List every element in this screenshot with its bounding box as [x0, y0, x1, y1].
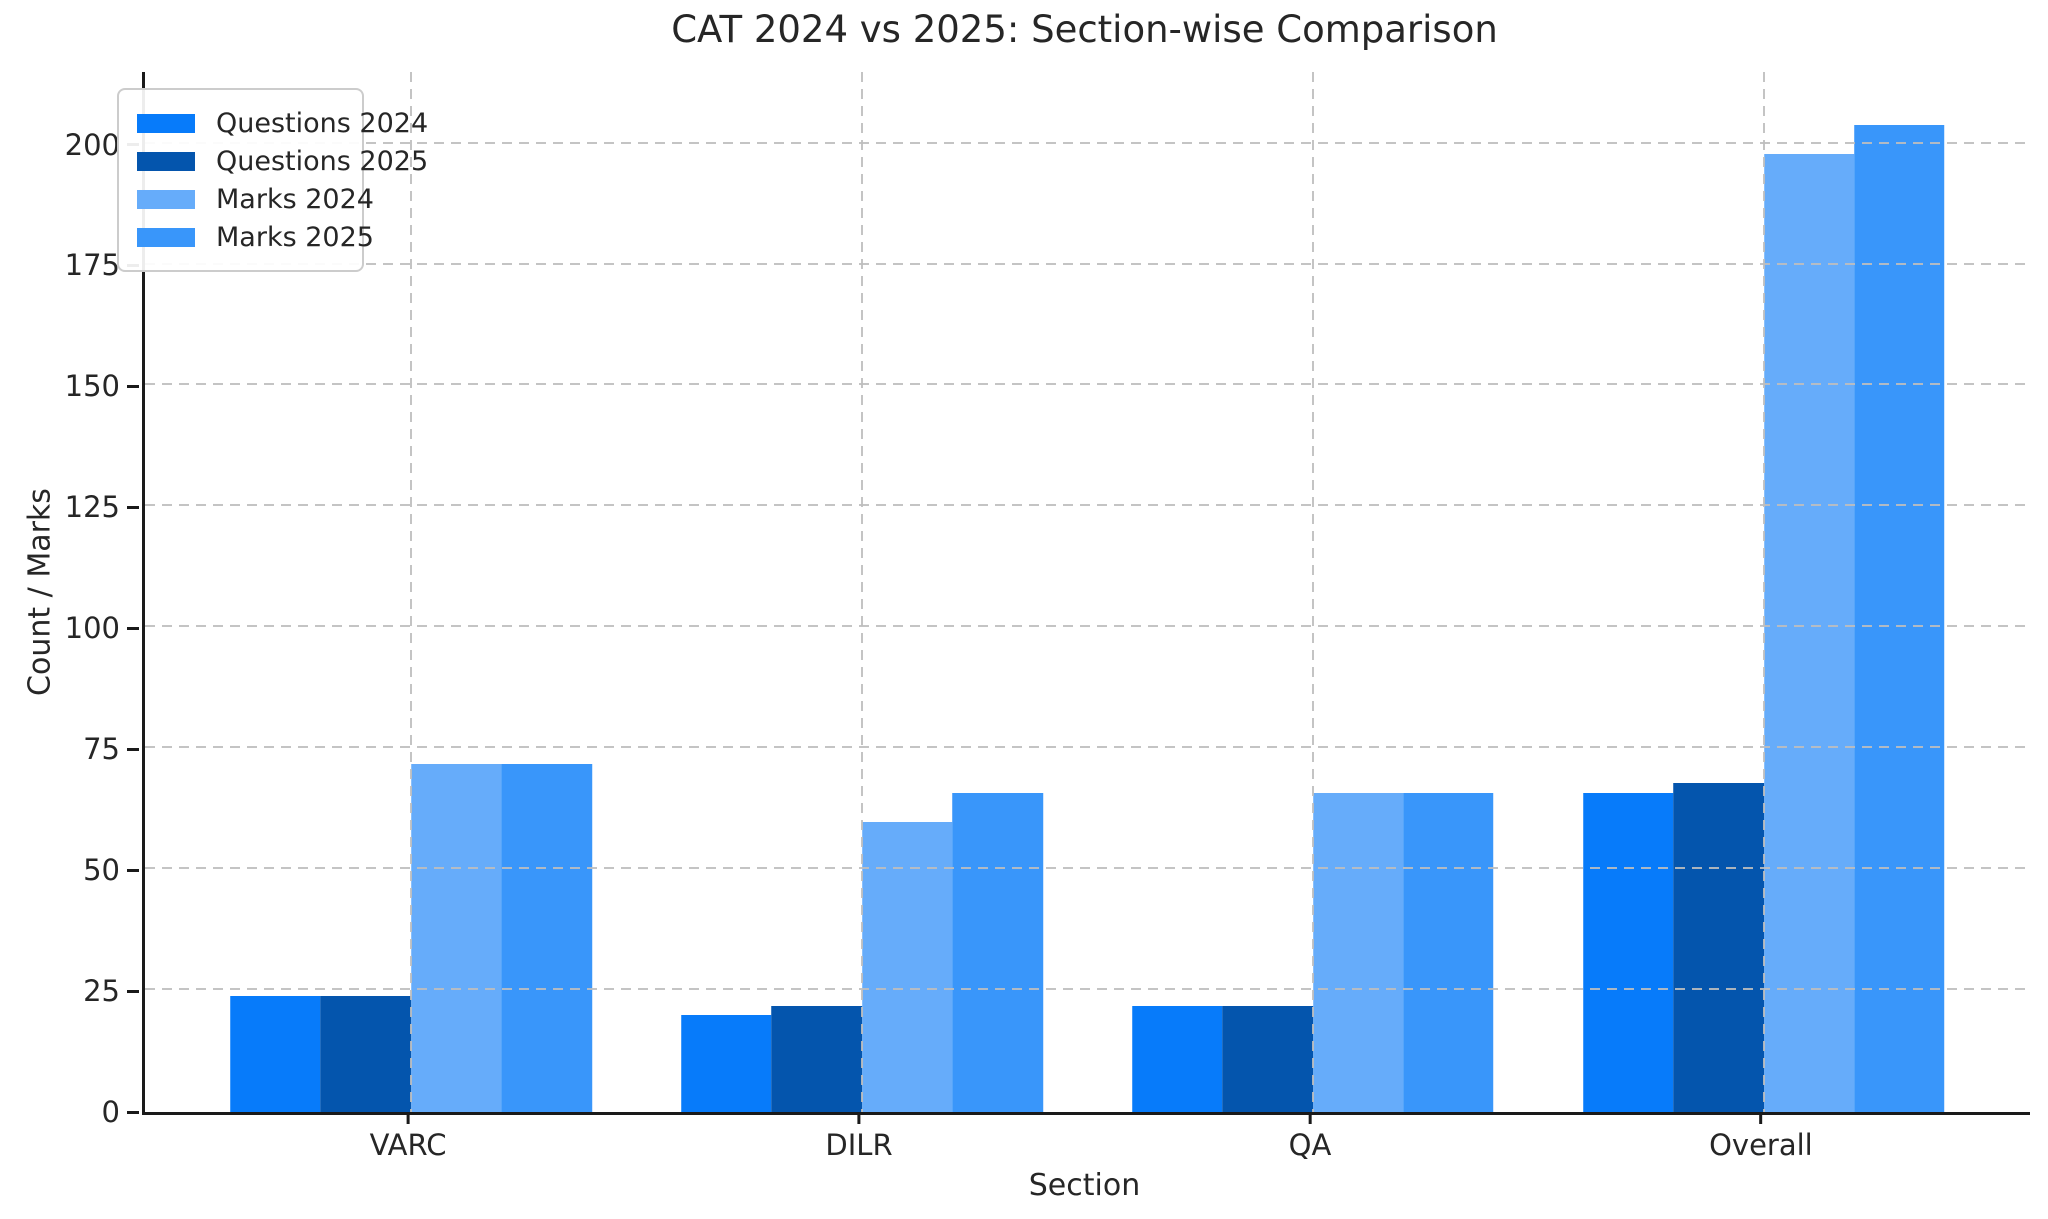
- bar-marks-2025: [501, 763, 592, 1112]
- x-tick-mark: [857, 1112, 861, 1124]
- y-axis-ticks: 0 25 50 75 100 125 150 175 200: [0, 72, 139, 1129]
- y-tick-200: 200: [65, 128, 139, 162]
- x-tick-label: Overall: [1709, 1128, 1813, 1162]
- y-tick-125: 125: [65, 490, 139, 524]
- legend-swatch: [137, 227, 195, 247]
- x-tick-label: DILR: [825, 1128, 893, 1162]
- chart-title: CAT 2024 vs 2025: Section-wise Compariso…: [671, 8, 1498, 51]
- y-tick-mark: [127, 989, 139, 993]
- bar-questions-2025: [1222, 1005, 1313, 1112]
- y-tick-mark: [127, 384, 139, 388]
- y-tick-mark: [127, 747, 139, 751]
- x-tick-qa: QA: [1288, 1112, 1332, 1162]
- bar-marks-2024: [411, 763, 502, 1112]
- y-tick-label: 25: [83, 974, 120, 1009]
- x-tick-mark: [1308, 1112, 1312, 1124]
- legend-swatch: [137, 189, 195, 209]
- legend-label: Questions 2025: [216, 145, 429, 177]
- y-tick-100: 100: [65, 611, 139, 645]
- y-tick-0: 0: [102, 1095, 139, 1129]
- legend-label: Questions 2024: [216, 107, 429, 139]
- bar-questions-2025: [1673, 783, 1764, 1112]
- x-tick-overall: Overall: [1709, 1112, 1813, 1162]
- legend-label: Marks 2024: [216, 183, 374, 215]
- y-tick-label: 175: [64, 248, 120, 283]
- bar-marks-2024: [1312, 792, 1404, 1112]
- legend-swatch: [137, 113, 195, 133]
- y-tick-label: 125: [64, 490, 120, 525]
- bar-questions-2025: [320, 995, 412, 1112]
- x-tick-label: QA: [1288, 1128, 1332, 1162]
- bar-group-qa: [1132, 72, 1494, 1112]
- bar-questions-2025: [771, 1005, 863, 1112]
- bar-group-overall: [1583, 72, 1945, 1112]
- x-axis-label: Section: [1028, 1168, 1141, 1203]
- legend-swatch: [137, 151, 195, 171]
- bar-marks-2024: [1763, 154, 1855, 1112]
- y-tick-label: 100: [64, 611, 120, 646]
- bar-group-varc: [230, 72, 592, 1112]
- bar-questions-2024: [230, 995, 321, 1112]
- legend-label: Marks 2025: [216, 221, 374, 253]
- bar-questions-2024: [681, 1015, 772, 1112]
- y-tick-label: 75: [83, 732, 120, 767]
- y-tick-mark: [127, 868, 139, 872]
- legend-item-questions-2025: Questions 2025: [137, 146, 428, 177]
- bar-marks-2025: [1854, 125, 1945, 1112]
- bar-group-dilr: [681, 72, 1043, 1112]
- y-tick-label: 0: [101, 1095, 120, 1129]
- y-tick-mark: [127, 1110, 139, 1114]
- y-tick-mark: [127, 626, 139, 630]
- y-tick-50: 50: [83, 853, 139, 887]
- y-tick-150: 150: [65, 369, 139, 403]
- bar-marks-2024: [862, 821, 953, 1112]
- bar-marks-2025: [952, 792, 1043, 1112]
- x-axis-ticks: VARC DILR QA Overall: [142, 1112, 2027, 1168]
- legend-item-marks-2025: Marks 2025: [137, 222, 374, 253]
- legend-item-questions-2024: Questions 2024: [137, 108, 428, 139]
- y-tick-75: 75: [83, 732, 139, 766]
- x-tick-dilr: DILR: [825, 1112, 893, 1162]
- x-tick-mark: [1759, 1112, 1763, 1124]
- legend-item-marks-2024: Marks 2024: [137, 184, 374, 215]
- bar-questions-2024: [1132, 1005, 1223, 1112]
- y-tick-25: 25: [83, 974, 139, 1008]
- x-tick-mark: [406, 1112, 410, 1124]
- x-tick-varc: VARC: [369, 1112, 447, 1162]
- bar-marks-2025: [1403, 792, 1494, 1112]
- bar-questions-2024: [1583, 792, 1674, 1112]
- y-tick-label: 150: [64, 369, 120, 404]
- y-tick-mark: [127, 505, 139, 509]
- y-tick-label: 200: [64, 127, 120, 162]
- legend: Questions 2024 Questions 2025 Marks 2024 Ma…: [117, 88, 428, 272]
- plot-area: [142, 72, 2030, 1115]
- x-tick-label: VARC: [369, 1128, 447, 1162]
- y-tick-label: 50: [83, 853, 120, 888]
